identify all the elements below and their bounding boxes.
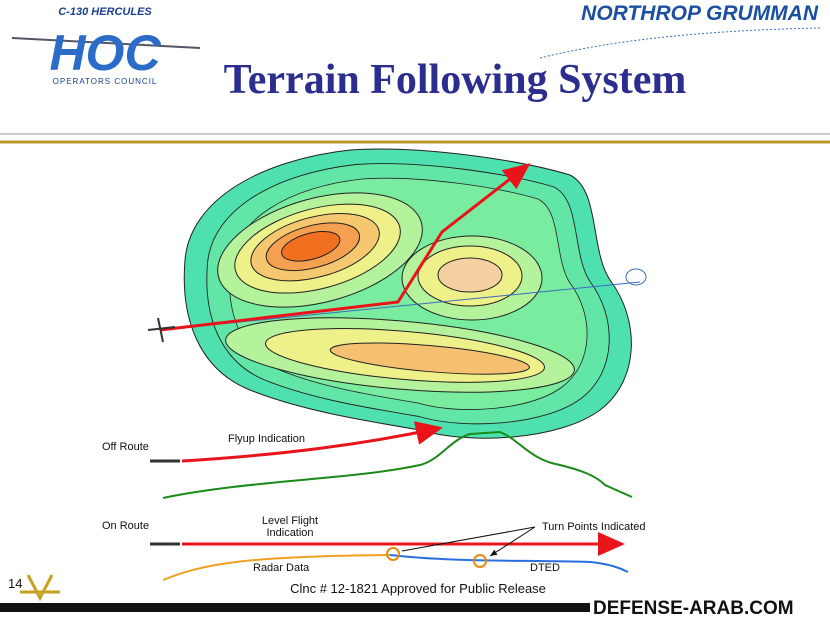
level-label: Indication [266,527,313,539]
radar-label: Radar Data [253,562,310,574]
flyup-path [181,421,443,463]
logo: C-130 HERCULES HOC OPERATORS COUNCIL [11,6,201,86]
watermark: DEFENSE-ARAB.COM [593,598,794,619]
on-route-label: On Route [102,520,149,532]
title: Terrain Following System [224,57,687,103]
radar-profile [162,554,391,581]
turn-point [386,547,400,561]
company: NORTHROP GRUMMAN [581,2,819,25]
off-route-label: Off Route [102,441,149,453]
logo-line1: C-130 HERCULES [58,6,152,18]
level-label: Level Flight [262,515,318,527]
pointer [401,526,536,556]
page-number: 14 [8,576,22,591]
clearance: Clnc # 12-1821 Approved for Public Relea… [290,581,546,596]
logo-line2: OPERATORS COUNCIL [53,77,158,86]
dted-label: DTED [530,562,560,574]
logo-plane [11,37,201,49]
flyup-label: Flyup Indication [228,433,305,445]
watermark-logo [20,574,60,602]
turn-points-label: Turn Points Indicated [542,521,646,533]
terrain-profile [162,430,633,499]
swoosh [539,27,821,59]
logo-emblem: HOC [49,25,161,81]
dted-profile [389,554,629,573]
footer-bar [0,603,590,612]
terrain-map [147,148,647,439]
